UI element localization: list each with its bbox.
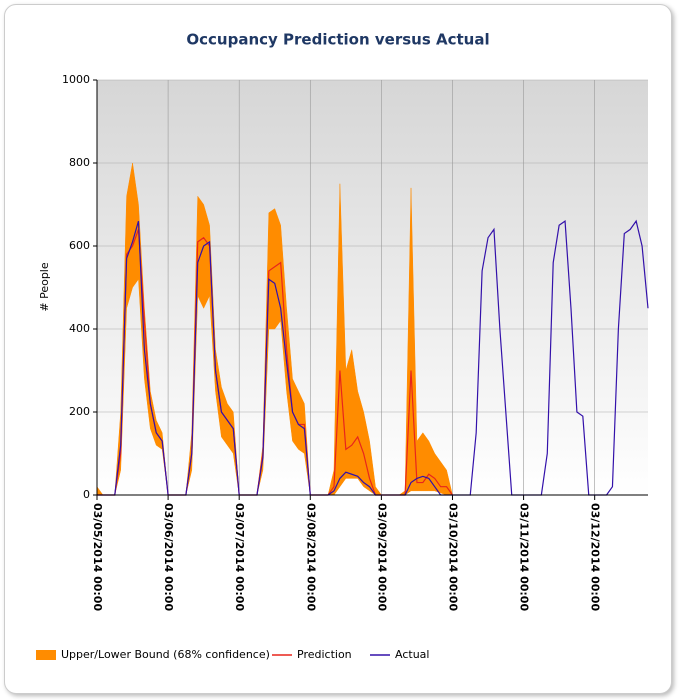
x-tick-label: 03/11/2014 00:00 — [518, 503, 531, 611]
y-axis-label: # People — [38, 262, 51, 311]
chart-title: Occupancy Prediction versus Actual — [186, 31, 489, 49]
y-tick-label: 400 — [69, 322, 90, 335]
y-tick-label: 800 — [69, 156, 90, 169]
legend-swatch — [36, 650, 56, 660]
x-tick-label: 03/07/2014 00:00 — [233, 503, 246, 611]
y-tick-label: 0 — [83, 488, 90, 501]
line — [97, 219, 649, 496]
y-tick-label: 200 — [69, 405, 90, 418]
legend-label: Prediction — [297, 648, 352, 661]
y-tick-label: 600 — [69, 239, 90, 252]
legend-label: Upper/Lower Bound (68% confidence) — [61, 648, 270, 661]
x-tick-label: 03/08/2014 00:00 — [304, 503, 317, 611]
legend-label: Actual — [395, 648, 429, 661]
y-tick-label: 1000 — [62, 73, 90, 86]
x-tick-label: 03/05/2014 00:00 — [91, 503, 104, 611]
x-tick-label: 03/09/2014 00:00 — [375, 503, 388, 611]
x-tick-label: 03/06/2014 00:00 — [162, 503, 175, 611]
x-tick-label: 03/12/2014 00:00 — [589, 503, 602, 611]
plot-area — [97, 80, 648, 495]
x-tick-label: 03/10/2014 00:00 — [446, 503, 459, 611]
